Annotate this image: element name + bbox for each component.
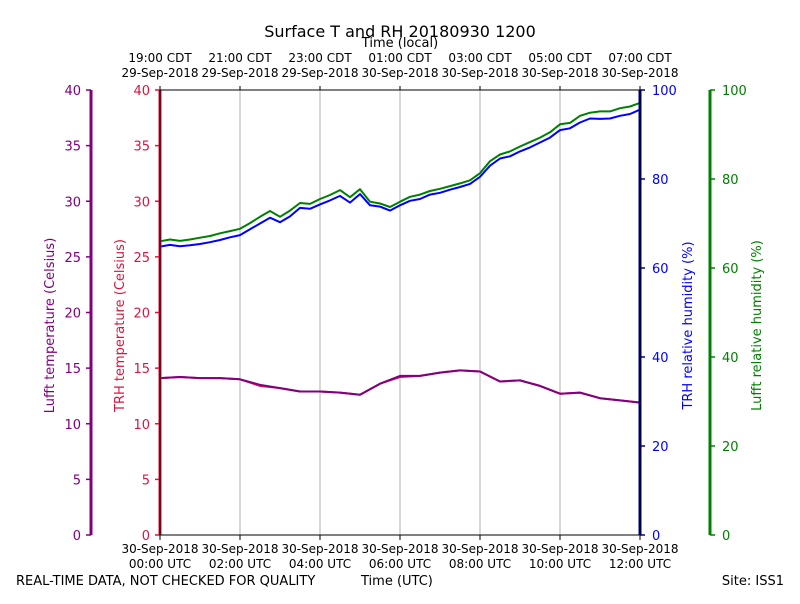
- bottom-axis-tick-label: 12:00 UTC: [609, 557, 671, 571]
- top-axis-tick-label: 07:00 CDT: [608, 51, 672, 65]
- bottom-axis-tick-date: 30-Sep-2018: [121, 542, 198, 556]
- bottom-axis-tick-label: 06:00 UTC: [369, 557, 431, 571]
- trh-rh-tick-label: 80: [652, 173, 669, 188]
- lufft-rh-tick-label: 60: [722, 262, 739, 277]
- lufft-rh-tick-label: 80: [722, 173, 739, 188]
- lufft-temperature-tick-label: 40: [64, 84, 81, 99]
- lufft-temperature-tick-label: 20: [64, 307, 81, 322]
- lufft-temperature-tick-label: 30: [64, 195, 81, 210]
- bottom-axis-tick-date: 30-Sep-2018: [521, 542, 598, 556]
- lufft-rh-tick-label: 0: [722, 529, 730, 544]
- bottom-axis-tick-label: 10:00 UTC: [529, 557, 591, 571]
- lufft-rh-tick-label: 40: [722, 351, 739, 366]
- series-lines: [159, 101, 641, 404]
- bottom-axis-tick-date: 30-Sep-2018: [361, 542, 438, 556]
- top-axis-tick-date: 30-Sep-2018: [601, 66, 678, 80]
- chart-title: Surface T and RH 20180930 1200: [264, 22, 536, 41]
- trh-temperature-tick-label: 25: [133, 251, 150, 266]
- lufft-rh-tick-label: 100: [722, 84, 747, 99]
- top-axis-label: Time (local): [361, 36, 438, 51]
- bottom-axis-tick-label: 08:00 UTC: [449, 557, 511, 571]
- bottom-axis-tick-date: 30-Sep-2018: [201, 542, 278, 556]
- series-lufft-temperature: [159, 369, 641, 404]
- lufft-temperature-tick-label: 0: [73, 529, 81, 544]
- top-axis-tick-label: 03:00 CDT: [448, 51, 512, 65]
- lufft-rh-tick-label: 20: [722, 440, 739, 455]
- trh-temperature-tick-label: 20: [133, 307, 150, 322]
- trh-temperature-tick-label: 5: [142, 473, 150, 488]
- top-axis-tick-label: 19:00 CDT: [128, 51, 192, 65]
- lufft-temperature-label: Lufft temperature (Celsius): [43, 238, 58, 414]
- trh-rh-tick-label: 0: [652, 529, 660, 544]
- trh-temperature-tick-label: 40: [133, 84, 150, 99]
- lufft-temperature-tick-label: 10: [64, 418, 81, 433]
- lufft-temperature-tick-label: 35: [64, 140, 81, 155]
- top-axis-tick-date: 29-Sep-2018: [281, 66, 358, 80]
- bottom-axis-tick-date: 30-Sep-2018: [281, 542, 358, 556]
- trh-rh-tick-label: 60: [652, 262, 669, 277]
- trh-temperature-tick-label: 10: [133, 418, 150, 433]
- bottom-axis-tick-date: 30-Sep-2018: [441, 542, 518, 556]
- lufft-rh-label: Lufft relative humidity (%): [750, 240, 765, 411]
- lufft-temperature-tick-label: 15: [64, 362, 81, 377]
- top-axis-tick-label: 05:00 CDT: [528, 51, 592, 65]
- bottom-axis-tick-label: 00:00 UTC: [129, 557, 191, 571]
- trh-temperature-tick-label: 30: [133, 195, 150, 210]
- top-axis-tick-date: 30-Sep-2018: [441, 66, 518, 80]
- trh-rh-label: TRH relative humidity (%): [681, 241, 696, 410]
- top-axis-tick-date: 29-Sep-2018: [201, 66, 278, 80]
- gridlines: [239, 90, 561, 535]
- plot-frame: [159, 89, 641, 536]
- top-axis-tick-label: 21:00 CDT: [208, 51, 272, 65]
- trh-rh-tick-label: 100: [652, 84, 677, 99]
- site-label: Site: ISS1: [721, 574, 784, 589]
- bottom-axis-tick-label: 02:00 UTC: [209, 557, 271, 571]
- trh-temperature-tick-label: 15: [133, 362, 150, 377]
- series-trh-relative-humidity: [159, 108, 641, 248]
- trh-temperature-label: TRH temperature (Celsius): [113, 239, 128, 413]
- quality-disclaimer: REAL-TIME DATA, NOT CHECKED FOR QUALITY: [16, 574, 316, 589]
- bottom-axis-tick-label: 04:00 UTC: [289, 557, 351, 571]
- trh-rh-tick-label: 40: [652, 351, 669, 366]
- x-axis-label: Time (UTC): [361, 574, 433, 589]
- lufft-temperature-tick-label: 5: [73, 473, 81, 488]
- top-axis-tick-label: 01:00 CDT: [368, 51, 432, 65]
- top-axis-tick-date: 30-Sep-2018: [361, 66, 438, 80]
- trh-temperature-tick-label: 35: [133, 140, 150, 155]
- top-axis-tick-label: 23:00 CDT: [288, 51, 352, 65]
- trh-temperature-tick-label: 0: [142, 529, 150, 544]
- bottom-axis-tick-date: 30-Sep-2018: [601, 542, 678, 556]
- top-axis-tick-date: 30-Sep-2018: [521, 66, 598, 80]
- trh-rh-tick-label: 20: [652, 440, 669, 455]
- lufft-temperature-tick-label: 25: [64, 251, 81, 266]
- series-lufft-relative-humidity: [159, 101, 641, 243]
- top-axis-tick-date: 29-Sep-2018: [121, 66, 198, 80]
